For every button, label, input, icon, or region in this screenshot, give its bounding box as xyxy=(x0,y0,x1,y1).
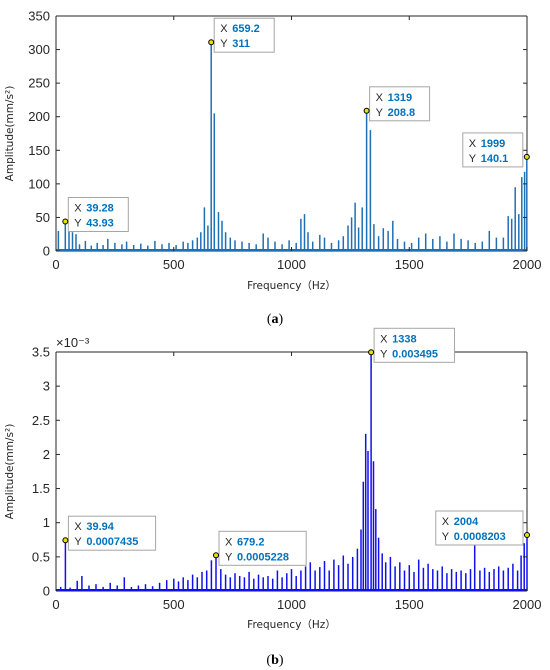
datatip-x-key: X xyxy=(442,516,450,528)
datatip-marker xyxy=(523,153,530,160)
datatip-box xyxy=(67,197,129,232)
datatip-y-value: 43.93 xyxy=(86,218,114,230)
datatip-y-value: 0.0007435 xyxy=(86,536,138,548)
y-tick-label: 300 xyxy=(28,42,50,57)
datatip-y-key: Y xyxy=(220,38,228,50)
y-axis-label-a: Amplitude(mm/s²) xyxy=(4,86,16,182)
y-tick-label: 200 xyxy=(28,109,50,124)
datatip-x-key: X xyxy=(225,536,233,548)
datatips-b: X 39.94 Y 0.0007435 X 679.2 Y 0.0005228 X 1338 Y 0.… xyxy=(62,327,530,566)
datatip-marker xyxy=(524,532,530,538)
x-tick-label: 2000 xyxy=(513,257,542,272)
x-tick-label: 0 xyxy=(52,257,59,272)
datatip-marker xyxy=(363,107,370,114)
datatip-y-value: 0.0005228 xyxy=(237,551,289,563)
y-tick-label: 0.5 xyxy=(32,549,50,564)
y-tick-label: 350 xyxy=(28,9,50,24)
datatip-box xyxy=(218,530,307,566)
x-tick-label: 1500 xyxy=(395,257,424,272)
datatip-x-value: 679.2 xyxy=(237,536,265,548)
datatip-box xyxy=(67,515,157,551)
ticks-b: 0 500 1000 1500 2000 0 0.5 1 1.5 2 2.5 3 3.5 xyxy=(32,345,542,613)
datatip-y-value: 208.8 xyxy=(388,107,416,119)
x-tick-label: 1500 xyxy=(395,597,424,612)
datatip-marker xyxy=(62,537,69,544)
y-tick-label: 50 xyxy=(36,210,50,225)
datatip-x-value: 39.28 xyxy=(86,203,114,215)
datatip-x-value: 1338 xyxy=(392,333,416,345)
datatip-x-value: 2004 xyxy=(454,516,479,528)
x-tick-label: 2000 xyxy=(513,597,542,612)
x-axis-label-b: Frequency（Hz） xyxy=(247,619,336,631)
y-tick-label: 150 xyxy=(28,143,50,158)
datatip-marker xyxy=(213,552,219,559)
datatip-x-value: 1319 xyxy=(388,92,412,104)
datatip-y-value: 0.003495 xyxy=(392,348,438,360)
y-tick-label: 1 xyxy=(43,515,50,530)
datatip-y-value: 140.1 xyxy=(481,153,509,165)
x-tick-label: 0 xyxy=(52,597,59,612)
panel-label-a: (a) xyxy=(267,312,284,327)
y-exponent-b: ×10⁻³ xyxy=(56,335,90,350)
datatip-marker xyxy=(62,218,69,225)
datatip-y-key: Y xyxy=(380,348,388,360)
datatip-box xyxy=(435,510,524,546)
datatip-y-value: 311 xyxy=(232,38,250,50)
x-axis-label-a: Frequency（Hz） xyxy=(247,280,336,292)
datatip-x-value: 39.94 xyxy=(86,521,114,533)
x-tick-label: 500 xyxy=(163,257,185,272)
x-tick-label: 1000 xyxy=(277,597,306,612)
datatip-x-value: 1999 xyxy=(481,138,505,150)
datatip-x-value: 659.2 xyxy=(232,23,260,35)
datatip-x-key: X xyxy=(380,333,388,345)
y-axis-label-b: Amplitude(mm/s²) xyxy=(4,424,16,520)
datatip-y-key: Y xyxy=(225,551,233,563)
panel-letter-a: a xyxy=(272,312,279,327)
datatip-x-key: X xyxy=(469,138,477,150)
ticks-a: 0 500 1000 1500 2000 0 50 100 150 200 250 300 350 xyxy=(28,9,541,273)
y-tick-label: 2 xyxy=(43,447,50,462)
datatip-x-key: X xyxy=(74,521,82,533)
x-tick-label: 500 xyxy=(163,597,185,612)
x-tick-label: 1000 xyxy=(277,257,306,272)
y-tick-label: 0 xyxy=(43,584,50,599)
y-tick-label: 1.5 xyxy=(32,481,50,496)
datatip-y-key: Y xyxy=(469,153,477,165)
datatip-x-key: X xyxy=(74,203,82,215)
y-tick-label: 2.5 xyxy=(32,413,50,428)
datatip-y-key: Y xyxy=(74,218,82,230)
datatip-marker xyxy=(368,349,375,356)
datatip-box xyxy=(373,327,456,363)
y-tick-label: 250 xyxy=(28,76,50,91)
y-tick-label: 0 xyxy=(43,244,50,259)
datatip-y-key: Y xyxy=(442,531,450,543)
datatip-box xyxy=(369,86,431,122)
datatip-box xyxy=(462,132,524,168)
datatip-marker xyxy=(208,39,215,46)
y-tick-label: 100 xyxy=(28,176,50,191)
panel-letter-b: b xyxy=(271,653,279,668)
panel-label-b: (b) xyxy=(266,653,283,668)
datatip-y-key: Y xyxy=(74,536,82,548)
datatip-y-value: 0.0008203 xyxy=(454,531,506,543)
datatip-x-key: X xyxy=(376,92,384,104)
y-tick-label: 3 xyxy=(43,379,50,394)
datatip-x-key: X xyxy=(220,23,228,35)
datatip-box xyxy=(213,17,275,53)
datatip-y-key: Y xyxy=(376,107,384,119)
y-tick-label: 3.5 xyxy=(32,345,50,360)
chart-b: 0 500 1000 1500 2000 0 0.5 1 1.5 2 2.5 3 3.5 X 39.94 Y… xyxy=(4,327,542,668)
